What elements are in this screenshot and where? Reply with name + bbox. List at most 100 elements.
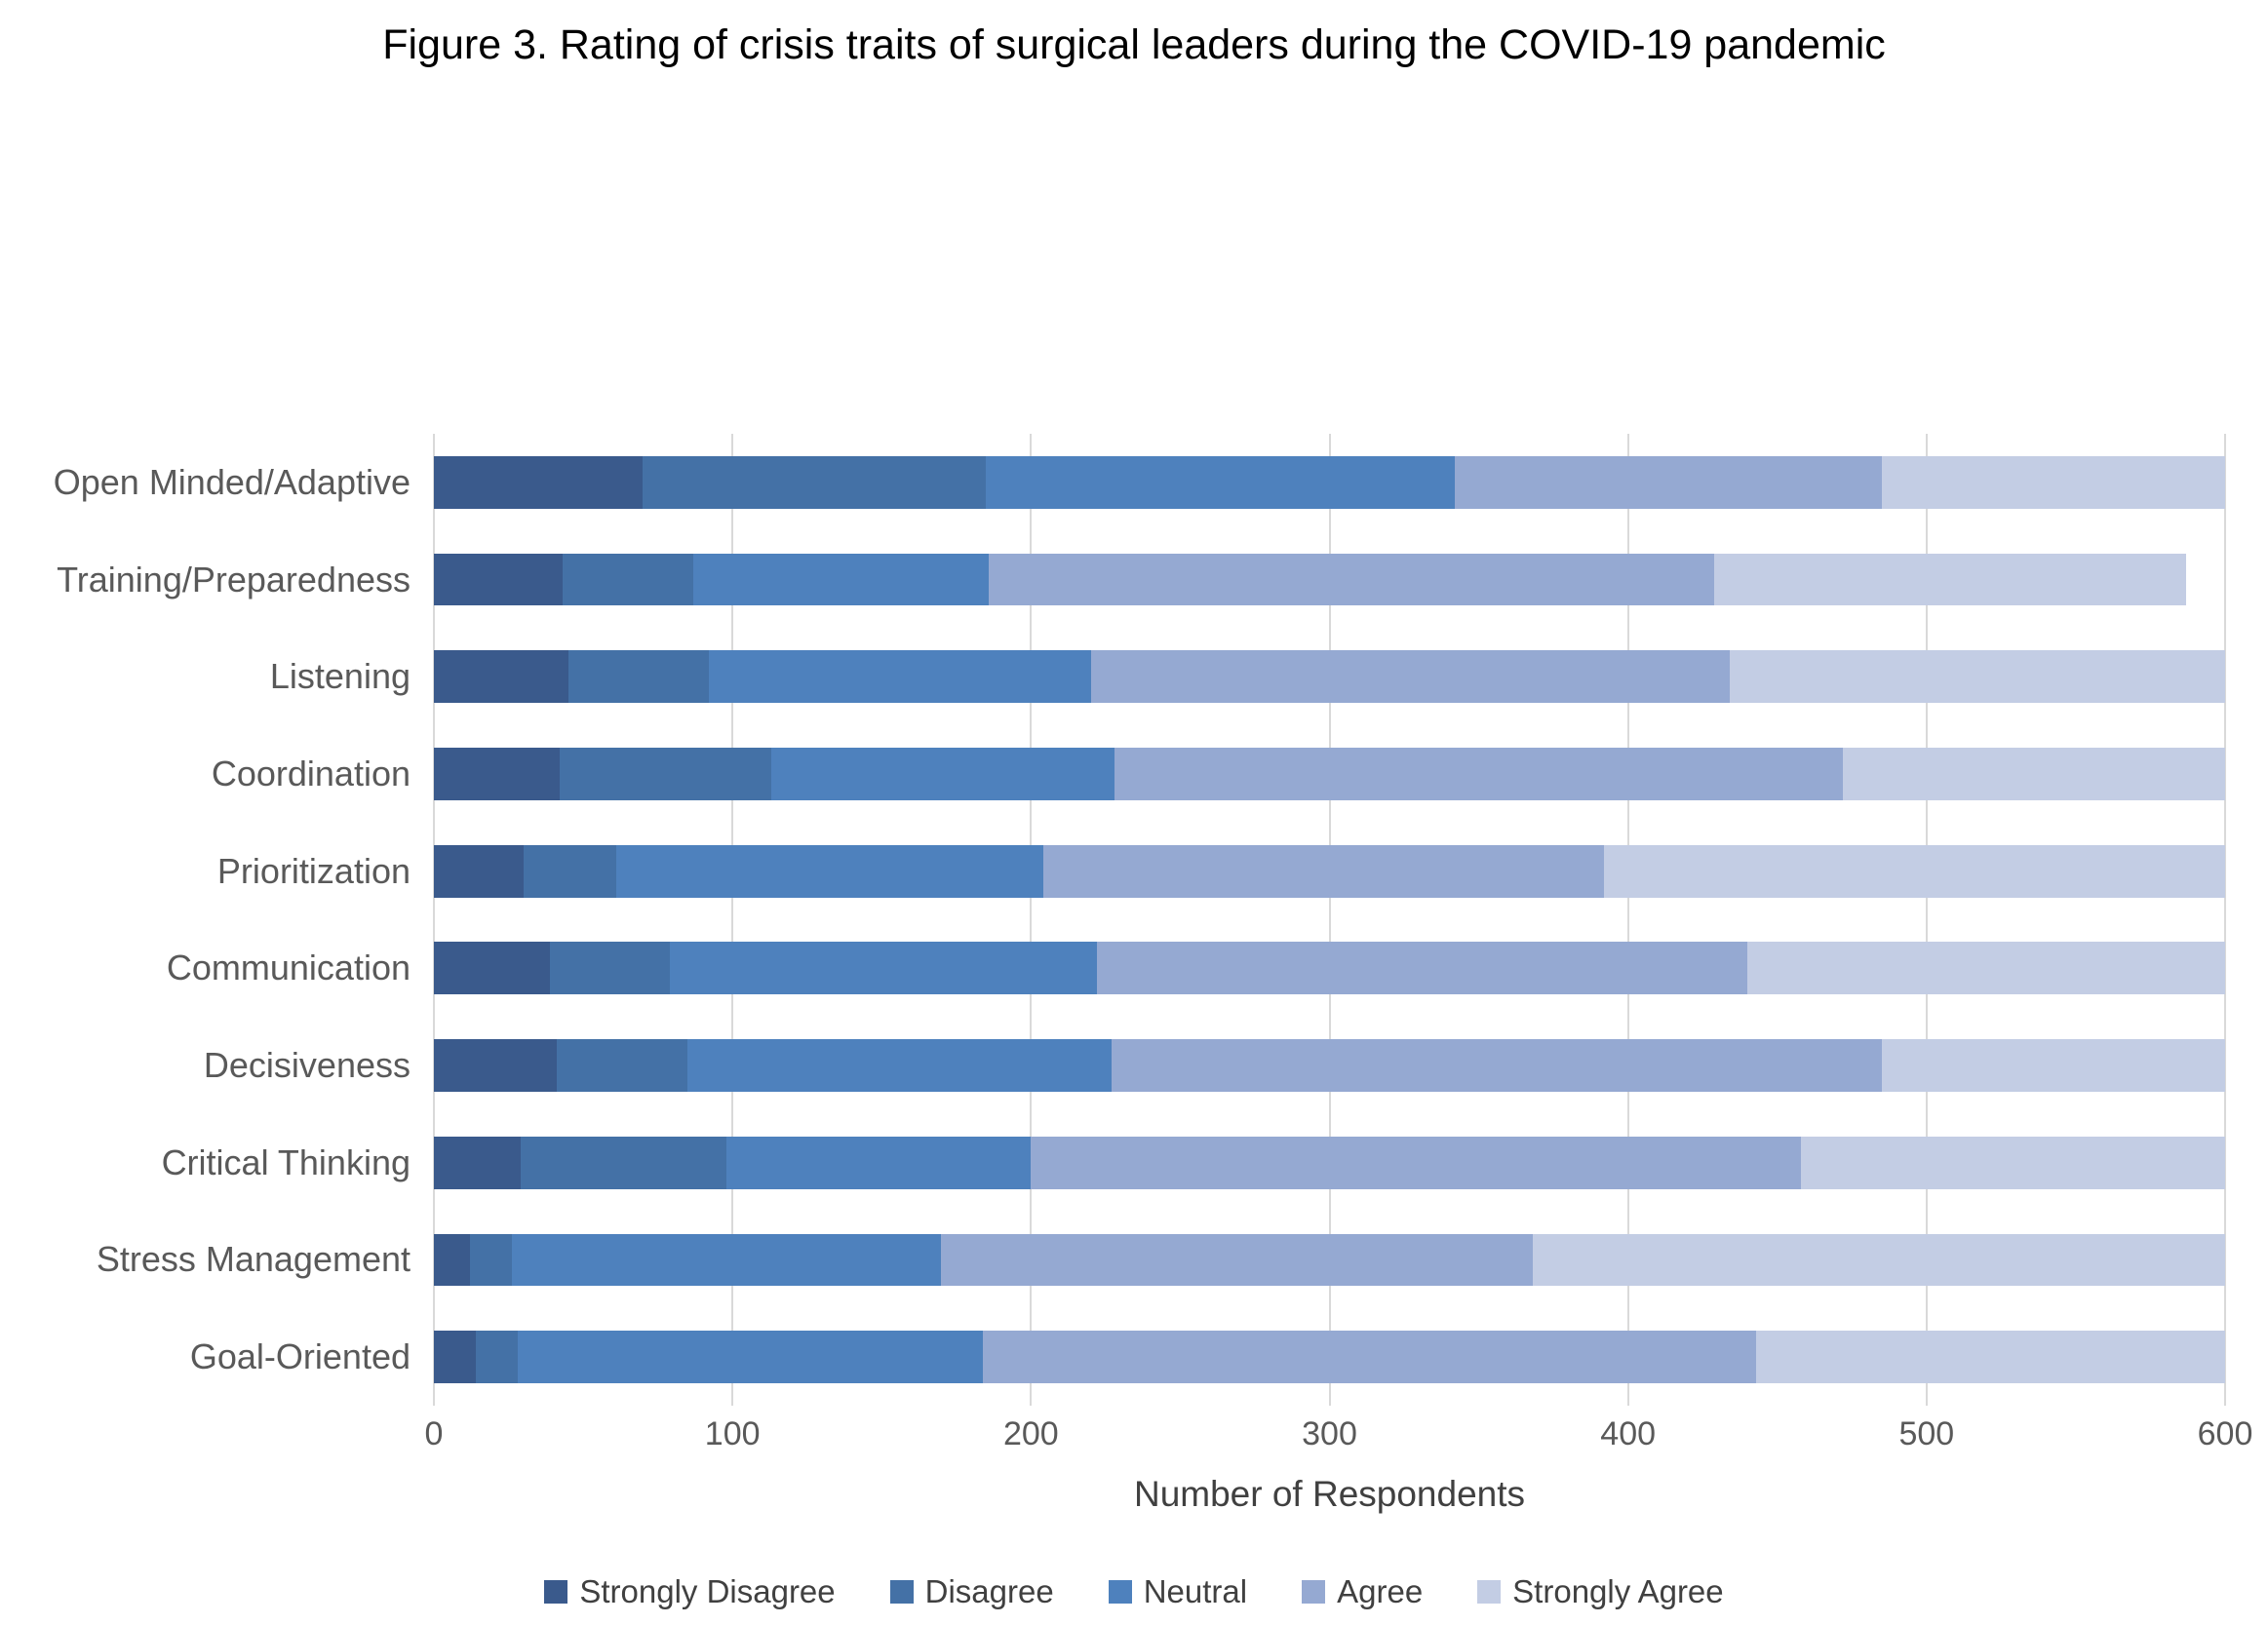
y-axis-label-training-preparedness: Training/Preparedness: [57, 559, 411, 600]
chart-title: Figure 3. Rating of crisis traits of sur…: [382, 21, 1886, 68]
bar-segment-neutral: [726, 1136, 1032, 1189]
bar-segment-strongly-agree: [1532, 1233, 2225, 1287]
bar-segment-neutral: [770, 748, 1115, 800]
bar-segment-strongly-disagree: [434, 553, 563, 606]
bar-segment-disagree: [567, 650, 709, 704]
bar-row-listening: [434, 628, 2225, 725]
legend-item-strongly-agree: Strongly Agree: [1477, 1573, 1724, 1610]
gridline-200: [1030, 434, 1033, 1406]
bar-row-stress-management: [434, 1212, 2225, 1309]
bar-segment-strongly-disagree: [434, 1331, 476, 1384]
x-tick-label-200: 200: [1002, 1415, 1059, 1452]
bar-row-goal-oriented: [434, 1308, 2225, 1406]
bar-prioritization: [434, 844, 2225, 898]
plot-area: [433, 434, 2226, 1406]
gridline-100: [731, 434, 734, 1406]
bar-rows: [434, 434, 2225, 1406]
bar-segment-disagree: [556, 1039, 688, 1092]
bar-segment-strongly-disagree: [434, 650, 568, 704]
bar-segment-strongly-disagree: [434, 455, 644, 509]
y-axis-label-goal-oriented: Goal-Oriented: [189, 1336, 411, 1377]
bar-stress-management: [434, 1233, 2225, 1287]
legend-swatch-strongly-disagree-icon: [544, 1580, 568, 1604]
x-tick-label-500: 500: [1898, 1415, 1955, 1452]
bar-segment-strongly-agree: [1801, 1136, 2225, 1189]
chart-body: Open Minded/Adaptive Training/Preparednes…: [0, 434, 2226, 1406]
y-axis-label-stress-management: Stress Management: [96, 1239, 411, 1280]
bar-segment-strongly-agree: [1843, 748, 2225, 800]
bar-segment-disagree: [475, 1331, 518, 1384]
legend-item-agree: Agree: [1302, 1573, 1423, 1610]
y-axis-label-listening: Listening: [269, 656, 411, 697]
bar-row-open-minded-adaptive: [434, 434, 2225, 531]
bar-segment-disagree: [550, 942, 670, 995]
legend-label-strongly-agree: Strongly Agree: [1512, 1573, 1724, 1609]
legend-label-strongly-disagree: Strongly Disagree: [579, 1573, 836, 1609]
bar-segment-strongly-disagree: [434, 1233, 470, 1287]
legend-swatch-agree-icon: [1302, 1580, 1326, 1604]
legend-swatch-strongly-agree-icon: [1477, 1580, 1502, 1604]
bar-segment-neutral: [687, 1039, 1112, 1092]
bar-segment-strongly-agree: [1714, 553, 2187, 606]
bar-segment-agree: [941, 1233, 1533, 1287]
legend: Strongly Disagree Disagree Neutral Agree Str…: [0, 1573, 2268, 1610]
gridline-300: [1328, 434, 1331, 1406]
bar-segment-agree: [1111, 1039, 1882, 1092]
bar-row-coordination: [434, 725, 2225, 823]
bar-segment-strongly-agree: [1881, 455, 2225, 509]
bar-segment-neutral: [511, 1233, 942, 1287]
x-axis-title: Number of Respondents: [1133, 1474, 1526, 1514]
bar-decisiveness: [434, 1039, 2225, 1092]
legend-item-disagree: Disagree: [889, 1573, 1054, 1610]
bar-communication: [434, 942, 2225, 995]
bar-goal-oriented: [434, 1331, 2225, 1384]
bar-segment-agree: [1042, 844, 1605, 898]
legend-label-neutral: Neutral: [1143, 1573, 1248, 1609]
bar-segment-agree: [989, 553, 1715, 606]
bar-segment-strongly-disagree: [434, 844, 524, 898]
bar-training-preparedness: [434, 553, 2225, 606]
legend-swatch-neutral-icon: [1108, 1580, 1132, 1604]
bar-segment-disagree: [562, 553, 694, 606]
bar-coordination: [434, 748, 2225, 800]
bar-segment-agree: [1096, 942, 1748, 995]
bar-segment-agree: [1114, 748, 1844, 800]
bar-segment-disagree: [559, 748, 771, 800]
bar-segment-strongly-disagree: [434, 942, 551, 995]
bar-segment-neutral: [693, 553, 990, 606]
bar-segment-strongly-disagree: [434, 1136, 521, 1189]
bar-open-minded-adaptive: [434, 455, 2225, 509]
bar-row-prioritization: [434, 823, 2225, 920]
bar-segment-disagree: [523, 844, 616, 898]
bar-row-communication: [434, 920, 2225, 1018]
legend-item-neutral: Neutral: [1108, 1573, 1248, 1610]
x-tick-label-100: 100: [704, 1415, 761, 1452]
x-tick-label-600: 600: [2197, 1415, 2253, 1452]
bar-segment-strongly-agree: [1881, 1039, 2225, 1092]
bar-segment-neutral: [517, 1331, 984, 1384]
x-tick-label-300: 300: [1302, 1415, 1357, 1452]
bar-segment-disagree: [643, 455, 987, 509]
bar-segment-strongly-agree: [1747, 942, 2225, 995]
bar-segment-strongly-disagree: [434, 1039, 557, 1092]
bar-segment-strongly-agree: [1604, 844, 2225, 898]
y-axis-label-coordination: Coordination: [211, 753, 411, 793]
bar-segment-agree: [1031, 1136, 1802, 1189]
legend-swatch-disagree-icon: [889, 1580, 914, 1604]
bar-segment-disagree: [469, 1233, 512, 1287]
y-axis-labels: Open Minded/Adaptive Training/Preparednes…: [0, 434, 434, 1406]
bar-segment-neutral: [986, 455, 1456, 509]
bar-listening: [434, 650, 2225, 704]
bar-segment-neutral: [615, 844, 1043, 898]
bar-row-decisiveness: [434, 1017, 2225, 1114]
legend-label-disagree: Disagree: [924, 1573, 1054, 1609]
y-axis-label-communication: Communication: [166, 948, 411, 988]
gridline-400: [1626, 434, 1629, 1406]
y-axis-label-open-minded-adaptive: Open Minded/Adaptive: [53, 461, 411, 502]
bar-segment-agree: [983, 1331, 1757, 1384]
gridline-0: [433, 434, 435, 1406]
bar-segment-neutral: [708, 650, 1091, 704]
bar-segment-strongly-agree: [1729, 650, 2225, 704]
legend-label-agree: Agree: [1337, 1573, 1424, 1609]
